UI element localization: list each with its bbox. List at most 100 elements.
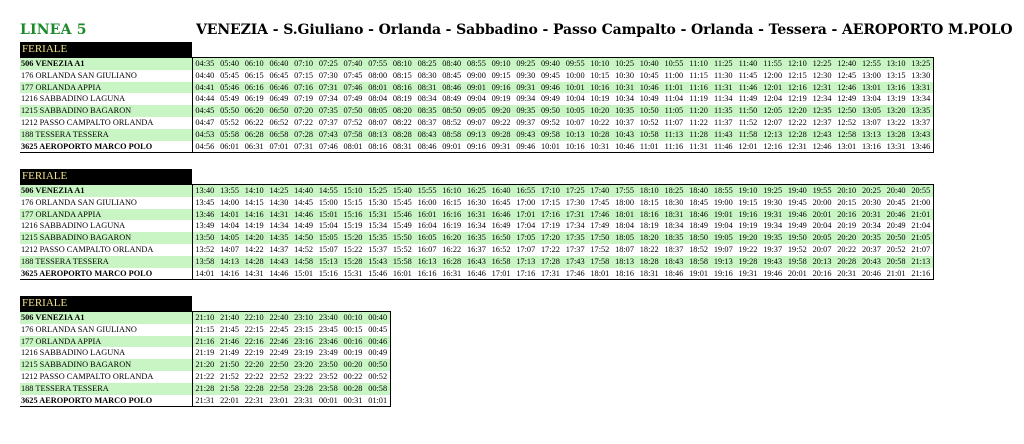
departure-time: 19:52 (785, 243, 810, 256)
departure-time: 20:31 (834, 267, 860, 281)
departure-time: 15:16 (340, 208, 366, 221)
departure-time: 08:31 (390, 140, 415, 154)
departure-time: 21:45 (217, 323, 242, 336)
stop-name: 1215 SABBADINO BAGARON (20, 359, 193, 371)
departure-time: 11:07 (661, 116, 687, 129)
departure-time: 20:16 (834, 208, 860, 221)
departure-time: 15:01 (315, 208, 341, 221)
table-row: 3625 AEROPORTO MARCO POLO 21:31 22:01 22:31… (20, 394, 392, 408)
departure-time: 10:49 (636, 93, 662, 106)
departure-time: 11:20 (686, 105, 711, 117)
departure-time: 08:10 (390, 56, 415, 70)
departure-time: 07:22 (291, 116, 316, 129)
departure-time: 13:10 (883, 56, 909, 70)
departure-time: 20:10 (834, 183, 860, 197)
departure-time: 20:40 (883, 183, 909, 197)
departure-time: 14:46 (291, 208, 316, 221)
departure-time: 21:16 (192, 335, 218, 348)
departure-time: 15:04 (315, 220, 341, 233)
departure-time: 18:22 (636, 243, 662, 256)
departure-time: 14:45 (291, 196, 316, 209)
departure-time: 07:52 (340, 116, 366, 129)
departure-time: 07:31 (291, 140, 316, 154)
departure-time: 16:37 (464, 243, 489, 256)
departure-time: 07:50 (340, 105, 366, 117)
table-row: 1212 PASSO CAMPALTO ORLANDA 13:52 14:07 14:… (20, 243, 935, 256)
departure-time: 05:45 (217, 69, 242, 82)
departure-time: 21:05 (908, 232, 935, 244)
departure-time: 22:46 (266, 335, 292, 348)
departure-time: 17:40 (587, 183, 613, 197)
departure-time: 17:45 (587, 196, 613, 209)
departure-time: 10:37 (612, 116, 637, 129)
departure-time: 21:16 (908, 267, 935, 281)
departure-time: 12:35 (809, 105, 835, 117)
departure-time: 07:25 (315, 56, 341, 70)
stop-name: 3625 AEROPORTO MARCO POLO (20, 394, 193, 408)
departure-time: 09:55 (562, 56, 588, 70)
departure-time: 14:49 (291, 220, 316, 233)
departure-time: 10:04 (562, 93, 588, 106)
departure-time: 20:28 (834, 255, 860, 268)
departure-time: 16:50 (488, 232, 514, 244)
departure-time: 13:58 (192, 255, 218, 268)
departure-time: 13:52 (192, 243, 218, 256)
departure-time: 06:52 (266, 116, 292, 129)
departure-time: 17:01 (513, 208, 539, 221)
departure-time: 21:01 (883, 267, 909, 281)
departure-time: 18:07 (612, 243, 637, 256)
departure-time: 14:34 (266, 220, 292, 233)
departure-time: 10:16 (562, 140, 588, 154)
departure-time: 14:58 (291, 255, 316, 268)
departure-time: 18:28 (636, 255, 662, 268)
timetable-block-1: FERIALE 506 VENEZIA A1 04:35 05:40 06:10 06:4… (20, 42, 935, 154)
departure-time: 18:31 (661, 208, 687, 221)
departure-time: 21:22 (192, 370, 218, 383)
departure-time: 08:30 (414, 69, 440, 82)
stop-name: 1215 SABBADINO BAGARON (20, 105, 193, 117)
departure-time: 16:04 (414, 220, 440, 233)
stop-name: 506 VENEZIA A1 (20, 310, 193, 324)
departure-time: 06:22 (241, 116, 267, 129)
departure-time: 12:40 (834, 56, 860, 70)
departure-time: 07:46 (340, 81, 366, 94)
departure-time: 11:00 (661, 69, 687, 82)
departure-time: 01:01 (365, 394, 392, 408)
stop-name: 506 VENEZIA A1 (20, 56, 193, 70)
departure-time: 09:19 (488, 93, 514, 106)
departure-time: 17:10 (538, 183, 563, 197)
departure-time: 18:20 (636, 232, 662, 244)
departure-time: 19:16 (735, 208, 761, 221)
departure-time: 13:01 (859, 81, 884, 94)
departure-time: 11:34 (710, 93, 736, 106)
departure-time: 08:20 (390, 105, 415, 117)
departure-time: 11:45 (735, 69, 761, 82)
departure-time: 20:19 (834, 220, 860, 233)
departure-time: 15:37 (365, 243, 390, 256)
departure-time: 20:31 (859, 208, 884, 221)
departure-time: 07:40 (340, 56, 366, 70)
departure-time: 19:20 (735, 232, 761, 244)
departure-time: 10:34 (612, 93, 637, 106)
departure-time: 16:13 (414, 255, 440, 268)
departure-time: 20:16 (809, 267, 835, 281)
departure-time: 19:00 (710, 196, 736, 209)
departure-time: 16:25 (464, 183, 489, 197)
departure-time: 08:25 (414, 56, 440, 70)
departure-time: 19:46 (785, 208, 810, 221)
departure-time: 15:50 (390, 232, 415, 244)
departure-time: 09:46 (513, 140, 539, 154)
departure-time: 20:05 (809, 232, 835, 244)
service-label: FERIALE (20, 296, 192, 311)
departure-time: 08:13 (365, 128, 390, 141)
departure-time: 18:19 (636, 220, 662, 233)
departure-time: 13:04 (859, 93, 884, 106)
departure-time: 16:00 (414, 196, 440, 209)
departure-time: 14:15 (241, 196, 267, 209)
departure-time: 14:30 (266, 196, 292, 209)
departure-time: 13:46 (192, 208, 218, 221)
departure-time: 16:35 (464, 232, 489, 244)
departure-time: 17:16 (538, 208, 563, 221)
table-row: 176 ORLANDA SAN GIULIANO 04:40 05:45 06:15 0… (20, 69, 935, 82)
departure-time: 14:13 (217, 255, 242, 268)
